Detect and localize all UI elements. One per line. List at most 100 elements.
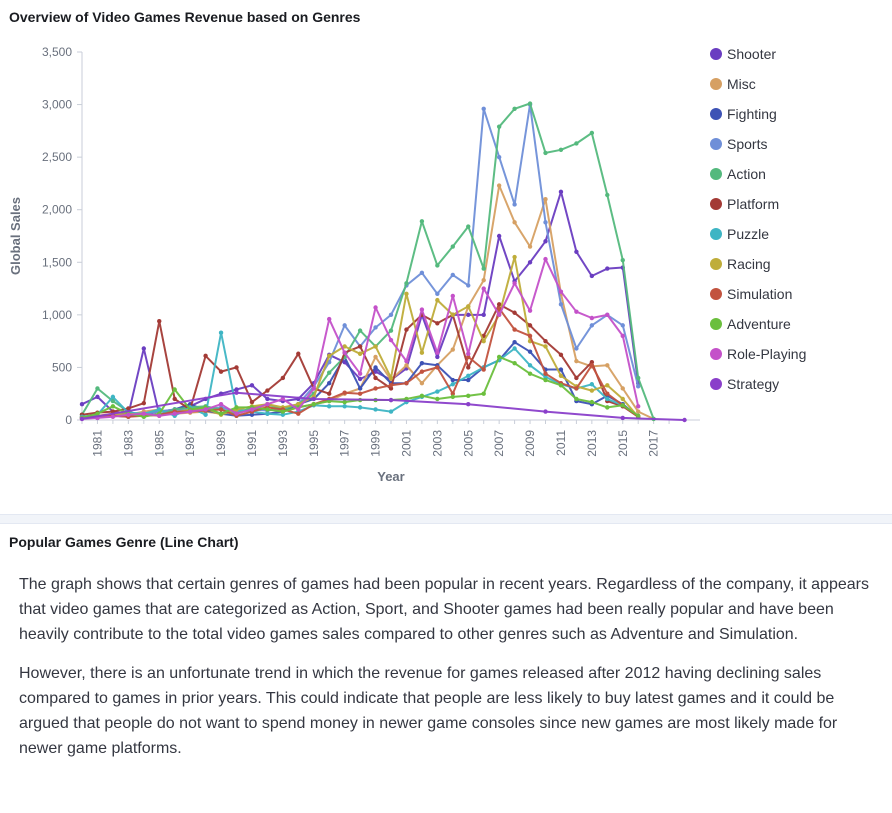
data-point-racing — [589, 388, 595, 393]
data-point-role-playing — [311, 386, 316, 391]
data-point-fighting — [450, 377, 455, 383]
data-point-role-playing — [404, 358, 409, 364]
data-point-platform — [589, 359, 595, 365]
x-tick-label: 1981 — [90, 430, 104, 457]
data-point-role-playing — [450, 293, 455, 299]
data-point-platform — [512, 310, 517, 315]
data-point-adventure — [512, 361, 517, 366]
data-point-puzzle — [466, 373, 471, 379]
data-point-strategy — [620, 415, 625, 421]
data-point-role-playing — [234, 411, 239, 416]
data-point-shooter — [249, 383, 255, 388]
data-point-adventure — [265, 407, 270, 412]
data-point-platform — [234, 365, 239, 370]
data-point-racing — [543, 344, 548, 349]
data-point-sports — [342, 323, 347, 328]
paragraph-2: However, there is an unfortunate trend i… — [19, 665, 838, 757]
data-point-fighting — [558, 367, 564, 372]
data-point-platform — [203, 353, 208, 359]
data-point-simulation — [373, 386, 378, 391]
data-point-action — [543, 150, 548, 156]
data-point-adventure — [481, 391, 486, 396]
data-point-racing — [605, 383, 610, 388]
data-point-role-playing — [620, 333, 625, 339]
data-point-racing — [357, 351, 363, 356]
data-point-sports — [466, 283, 471, 288]
data-point-role-playing — [187, 409, 193, 414]
x-tick-label: 1985 — [152, 430, 166, 457]
data-point-sports — [419, 270, 425, 275]
data-point-action — [620, 257, 625, 263]
data-point-adventure — [620, 403, 625, 408]
data-point-puzzle — [527, 363, 533, 368]
data-point-platform — [388, 386, 394, 391]
legend-swatch-sports — [710, 138, 722, 150]
data-point-action — [388, 328, 394, 333]
data-point-strategy — [682, 417, 687, 423]
data-point-puzzle — [512, 346, 517, 351]
legend-swatch-fighting — [710, 108, 722, 120]
data-point-racing — [450, 312, 455, 318]
data-point-role-playing — [574, 309, 579, 314]
data-point-action — [558, 147, 564, 152]
data-point-platform — [373, 375, 378, 381]
data-point-adventure — [527, 371, 533, 376]
data-point-action — [481, 266, 486, 271]
data-point-shooter — [234, 387, 239, 392]
data-point-platform — [496, 302, 502, 307]
data-point-action — [466, 224, 471, 229]
data-point-platform — [296, 351, 301, 356]
x-tick-label: 2013 — [585, 430, 599, 457]
data-point-shooter — [141, 346, 146, 351]
data-point-sports — [558, 302, 564, 307]
data-point-misc — [404, 363, 409, 368]
data-point-sports — [620, 323, 625, 328]
x-tick-label: 1997 — [338, 430, 352, 457]
data-point-strategy — [234, 390, 239, 395]
data-point-role-playing — [419, 307, 425, 312]
data-point-action — [450, 244, 455, 249]
x-tick-label: 1989 — [214, 430, 228, 457]
data-point-puzzle — [327, 404, 332, 409]
data-point-role-playing — [589, 315, 595, 321]
markdown-title: Popular Games Genre (Line Chart) — [9, 534, 239, 550]
data-point-role-playing — [126, 412, 131, 417]
data-point-shooter — [95, 394, 100, 400]
data-point-misc — [512, 220, 517, 225]
data-point-puzzle — [203, 412, 208, 417]
markdown-body: The graph shows that certain genres of g… — [19, 572, 881, 775]
data-point-role-playing — [357, 371, 363, 376]
legend-label-simulation: Simulation — [727, 286, 792, 302]
data-point-adventure — [172, 387, 177, 392]
data-point-role-playing — [636, 404, 641, 409]
x-tick-label: 2001 — [399, 430, 413, 457]
data-point-simulation — [404, 381, 409, 386]
x-tick-label: 2007 — [492, 430, 506, 457]
x-tick-label: 1993 — [276, 430, 290, 457]
x-tick-label: 1995 — [307, 430, 321, 457]
data-point-role-playing — [435, 350, 440, 355]
data-point-misc — [419, 381, 425, 386]
data-point-strategy — [311, 396, 316, 402]
data-point-platform — [172, 396, 177, 402]
data-point-adventure — [450, 394, 455, 400]
data-point-sports — [496, 154, 502, 160]
data-point-platform — [141, 400, 146, 406]
data-point-adventure — [419, 393, 425, 399]
data-point-role-playing — [157, 413, 162, 418]
data-point-shooter — [496, 233, 502, 239]
data-point-action — [512, 106, 517, 111]
x-tick-label: 1983 — [121, 430, 135, 457]
data-point-simulation — [496, 306, 502, 311]
legend-swatch-puzzle — [710, 228, 722, 240]
data-point-sports — [543, 220, 548, 225]
data-point-platform — [357, 344, 363, 349]
data-point-simulation — [605, 391, 610, 396]
x-tick-label: 1999 — [369, 430, 383, 457]
data-point-racing — [327, 353, 332, 359]
data-point-racing — [466, 304, 471, 309]
legend-label-sports: Sports — [727, 136, 767, 152]
data-point-fighting — [357, 386, 363, 391]
data-point-strategy — [79, 416, 85, 422]
y-tick-label: 0 — [65, 413, 72, 427]
